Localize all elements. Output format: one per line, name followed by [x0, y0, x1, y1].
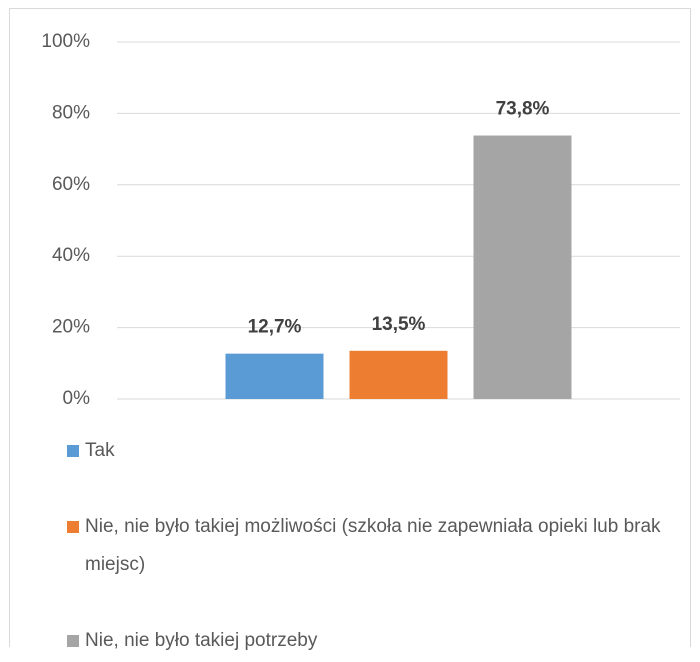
legend-label: Nie, nie było takiej możliwości (szkoła …: [85, 516, 661, 575]
legend-swatch: [67, 521, 79, 533]
y-tick-label: 0%: [63, 388, 91, 409]
y-tick-label: 80%: [52, 102, 90, 123]
y-tick-label: 100%: [41, 31, 90, 52]
bar: [349, 350, 448, 399]
legend-item: Nie, nie było takiej potrzeby: [67, 622, 687, 660]
chart-frame: [9, 8, 691, 647]
data-label: 73,8%: [496, 99, 550, 120]
bar: [225, 353, 324, 399]
data-label: 13,5%: [372, 314, 426, 335]
legend-swatch: [67, 445, 79, 457]
y-tick-label: 60%: [52, 174, 90, 195]
legend-item: Nie, nie było takiej możliwości (szkoła …: [67, 508, 687, 584]
chart: 0% 20% 40% 60% 80% 100% 12,7% 13,5% 73,8%: [9, 8, 691, 647]
data-label: 12,7%: [248, 317, 302, 338]
bar: [473, 135, 572, 399]
y-tick-label: 20%: [52, 317, 90, 338]
legend: Tak Nie, nie było takiej możliwości (szko…: [67, 432, 687, 662]
legend-item: Tak: [67, 432, 687, 470]
y-tick-label: 40%: [52, 245, 90, 266]
legend-label: Nie, nie było takiej potrzeby: [85, 630, 318, 651]
legend-swatch: [67, 635, 79, 647]
page: 0% 20% 40% 60% 80% 100% 12,7% 13,5% 73,8% Tak Nie…: [9, 8, 691, 651]
legend-label: Tak: [85, 440, 115, 461]
